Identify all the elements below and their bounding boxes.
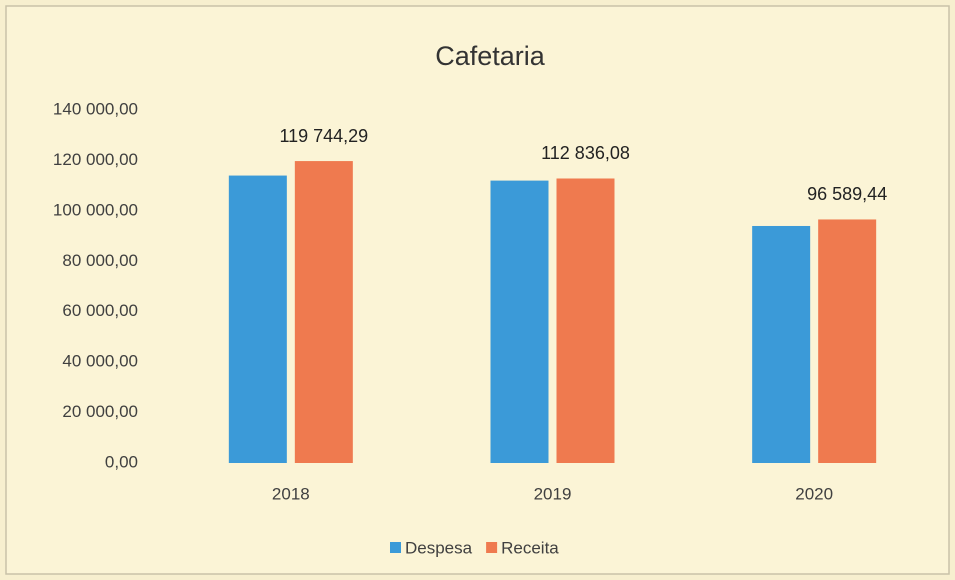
bar: [818, 219, 877, 463]
legend-swatch: [486, 542, 498, 553]
y-tick-label: 100 000,00: [53, 200, 138, 219]
bar: [490, 180, 549, 463]
data-label: 119 744,29: [279, 126, 368, 146]
x-tick-label: 2019: [534, 484, 572, 503]
bar: [752, 225, 811, 463]
y-tick-label: 60 000,00: [62, 301, 138, 320]
bar: [228, 175, 287, 464]
y-tick-label: 140 000,00: [53, 99, 138, 118]
y-tick-label: 20 000,00: [62, 402, 138, 421]
x-tick-label: 2018: [272, 484, 310, 503]
chart-title: Cafetaria: [435, 41, 546, 71]
legend-label: Receita: [501, 538, 559, 557]
x-tick-label: 2020: [795, 484, 833, 503]
data-label: 112 836,08: [541, 143, 630, 163]
y-tick-label: 80 000,00: [62, 251, 138, 270]
legend-label: Despesa: [405, 538, 473, 557]
legend-swatch: [390, 542, 401, 553]
bar: [294, 161, 353, 464]
y-tick-label: 120 000,00: [53, 150, 138, 169]
y-tick-label: 40 000,00: [62, 352, 138, 371]
bar: [556, 178, 615, 463]
y-tick-label: 0,00: [105, 452, 138, 471]
data-label: 96 589,44: [807, 184, 887, 204]
